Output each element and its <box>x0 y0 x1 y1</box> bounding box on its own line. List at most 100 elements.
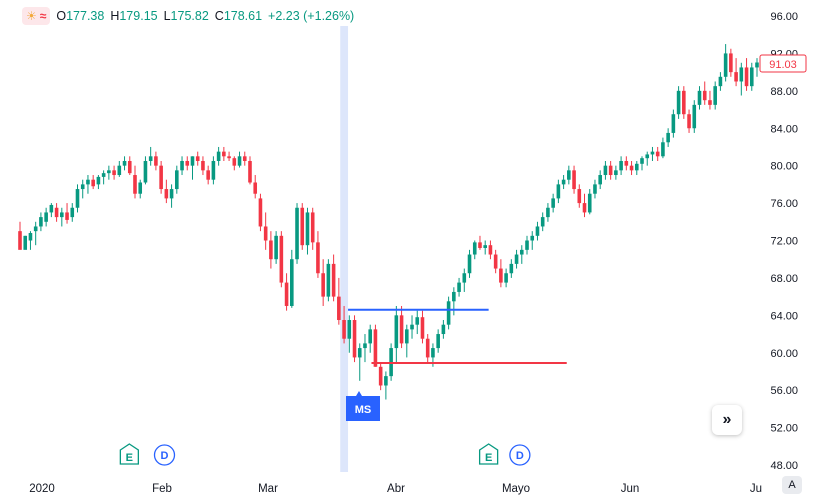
candle <box>708 90 712 110</box>
candle-body <box>284 282 289 306</box>
candle <box>253 175 258 199</box>
x-tick-label: Mar <box>258 483 278 495</box>
candle <box>702 81 707 105</box>
candle-body <box>734 72 738 82</box>
candle <box>357 343 362 381</box>
candle <box>749 62 754 91</box>
dividend-marker[interactable]: D <box>509 444 531 466</box>
candle-body <box>190 156 195 166</box>
candle <box>598 170 602 190</box>
y-tick-label: 72.00 <box>770 236 798 248</box>
candle <box>587 189 592 215</box>
candle <box>39 212 43 232</box>
candle-body <box>347 320 352 339</box>
candle <box>190 156 195 180</box>
candle <box>143 156 148 185</box>
ms-badge[interactable]: MS <box>346 391 380 421</box>
candle <box>86 175 90 194</box>
candle-body <box>661 142 665 157</box>
candle <box>154 151 158 171</box>
x-tick-label: Mayo <box>502 483 530 495</box>
candle <box>540 212 545 232</box>
y-axis[interactable]: 96.0092.0088.0084.0080.0076.0072.0068.00… <box>770 11 798 472</box>
candle <box>138 179 143 199</box>
auto-scale-button[interactable]: A <box>782 476 802 494</box>
candle <box>462 268 467 292</box>
candle <box>159 160 163 194</box>
candle-body <box>80 184 85 190</box>
dividend-marker[interactable]: D <box>153 444 176 466</box>
candle-body <box>54 207 59 218</box>
candle <box>384 371 388 400</box>
candle-body <box>436 334 440 349</box>
candle <box>546 203 550 222</box>
candle <box>60 207 64 227</box>
candle <box>723 44 728 82</box>
candle <box>23 235 28 250</box>
candle-body <box>655 151 660 157</box>
candle-body <box>697 90 702 105</box>
candle-body <box>603 165 608 176</box>
candle-body <box>682 90 686 115</box>
candle-body <box>342 320 346 339</box>
candle <box>666 128 670 147</box>
candle <box>295 203 299 264</box>
candle-body <box>107 170 111 174</box>
earnings-marker[interactable]: E <box>478 443 499 465</box>
scroll-to-latest-button[interactable]: » <box>712 405 742 435</box>
symbol-chip[interactable]: ☀ ≈ <box>22 7 51 25</box>
x-tick-label: Feb <box>152 483 172 495</box>
candle <box>258 193 263 232</box>
candle <box>603 160 608 180</box>
candle <box>446 296 451 330</box>
dividend-marker-label: D <box>516 450 524 462</box>
y-tick-label: 76.00 <box>770 198 798 210</box>
candle-body <box>431 348 435 358</box>
candle <box>112 165 116 180</box>
candle-body <box>148 156 153 161</box>
candle-body <box>23 235 28 250</box>
candle-body <box>269 240 273 260</box>
low-label: L <box>163 9 171 23</box>
candle-body <box>472 242 477 255</box>
close-label: C <box>214 9 224 23</box>
candle-body <box>441 324 446 335</box>
candle <box>755 58 759 77</box>
candle-body <box>222 151 226 157</box>
candle <box>274 231 278 264</box>
candle-body <box>415 317 420 325</box>
candle-body <box>274 235 278 260</box>
earnings-marker-label: E <box>485 452 492 464</box>
candle <box>169 184 174 208</box>
candle-body <box>577 189 582 204</box>
candle <box>519 245 524 264</box>
candle-body <box>216 151 221 161</box>
candle-body <box>357 348 362 358</box>
candle <box>248 156 252 185</box>
earnings-marker[interactable]: E <box>119 443 139 465</box>
y-tick-label: 56.00 <box>770 385 798 397</box>
candle-body <box>295 207 299 260</box>
candle-body <box>206 170 210 180</box>
candle-body <box>493 254 498 269</box>
x-axis[interactable]: 2020 Feb Mar Abr Mayo Jun Ju <box>29 483 762 495</box>
candle-body <box>373 329 378 367</box>
candle <box>378 362 383 391</box>
y-tick-label: 68.00 <box>770 273 798 285</box>
candle-body <box>519 249 524 255</box>
candle-body <box>70 207 75 218</box>
candle-body <box>530 235 535 241</box>
candle-body <box>478 242 482 248</box>
candle <box>567 165 571 185</box>
candle <box>650 146 655 161</box>
candle <box>373 324 378 367</box>
candle-body <box>404 329 409 344</box>
candle <box>415 310 420 335</box>
candle-body <box>650 151 655 155</box>
candles-layer <box>18 44 759 400</box>
candle <box>744 58 749 91</box>
candle <box>211 156 216 185</box>
candle <box>640 156 644 171</box>
